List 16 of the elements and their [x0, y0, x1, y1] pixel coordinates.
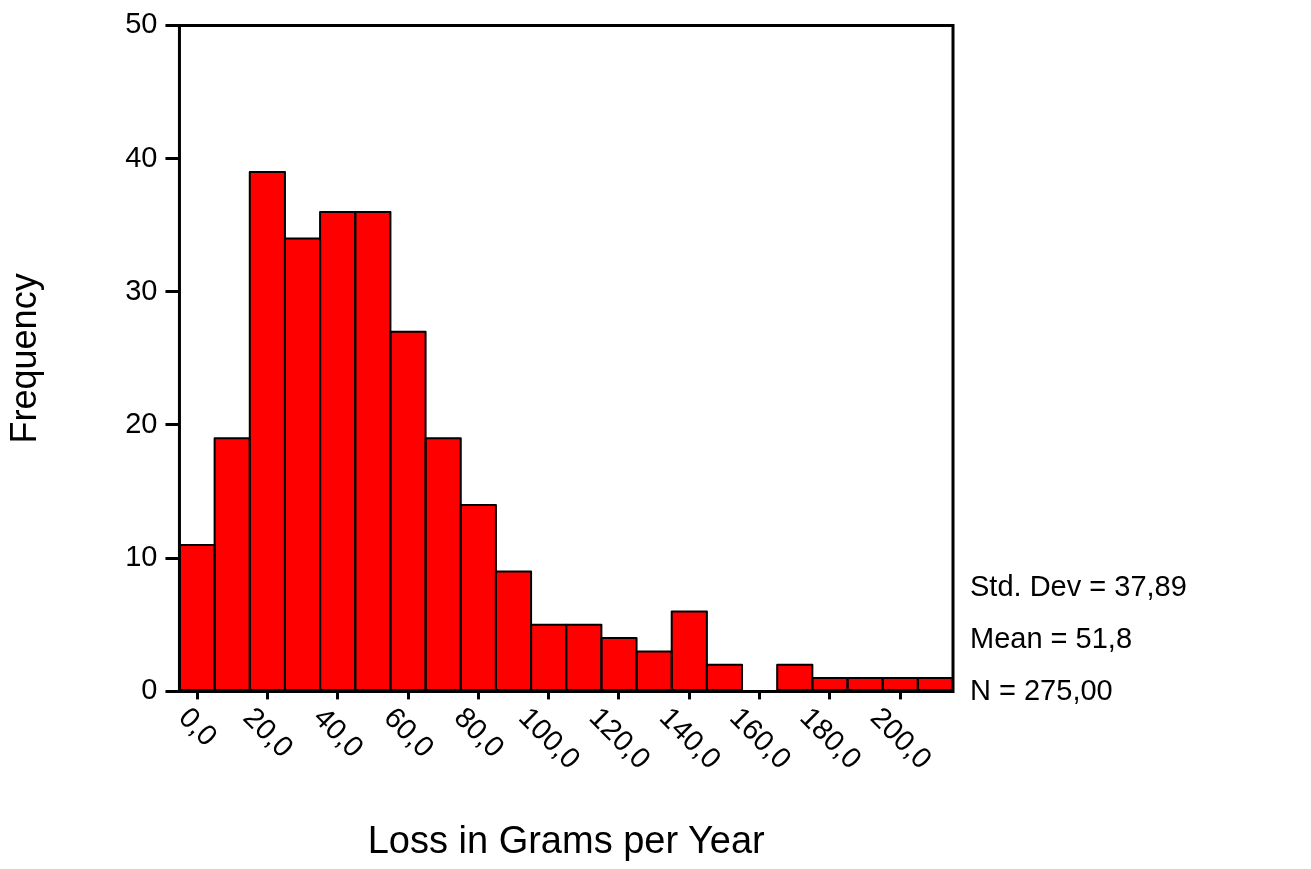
- x-tick-label: 60,0: [378, 700, 441, 764]
- x-tick-label: 0,0: [172, 700, 225, 752]
- y-tick-label: 0: [141, 673, 158, 706]
- y-tick-label: 30: [125, 273, 158, 306]
- y-tick-label: 20: [125, 407, 158, 439]
- text: Std. Dev = 37,89: [970, 569, 1187, 604]
- y-tick-label: 50: [125, 7, 158, 40]
- text: N = 275,00: [970, 673, 1114, 708]
- y-tick-label: 40: [125, 140, 158, 173]
- x-axis-title: Loss in Grams per Year: [367, 818, 766, 861]
- y-axis-title: Frequency: [2, 273, 44, 444]
- x-tick-label: 20,0: [237, 700, 301, 764]
- y-tick-label: 10: [125, 540, 158, 573]
- x-tick-label: 80,0: [448, 700, 512, 764]
- text: Mean = 51,8: [970, 621, 1134, 656]
- x-tick-label: 40,0: [307, 700, 371, 764]
